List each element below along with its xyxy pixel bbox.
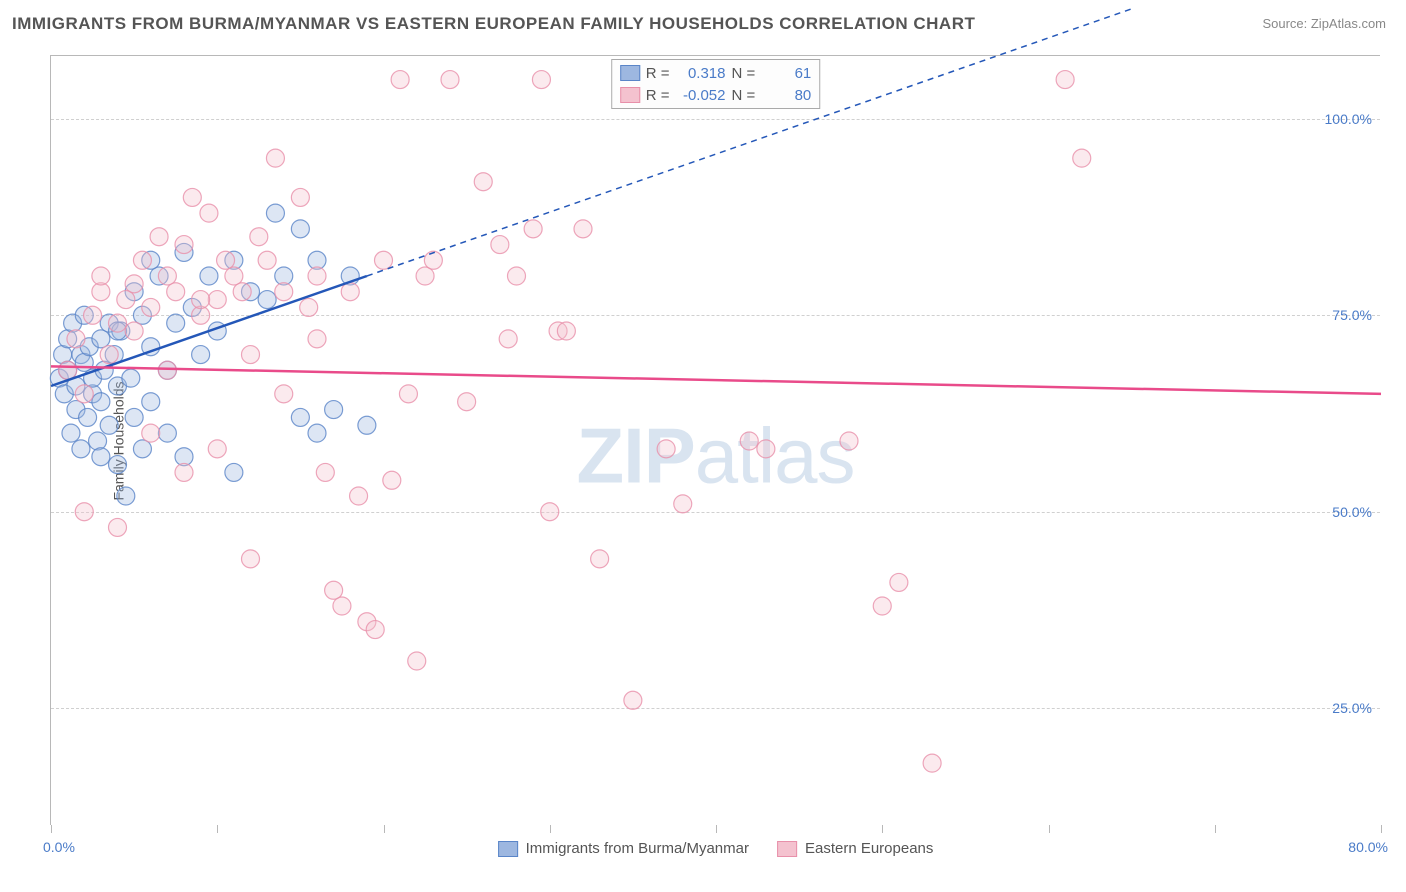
chart-title: IMMIGRANTS FROM BURMA/MYANMAR VS EASTERN… — [12, 14, 975, 33]
swatch-icon — [620, 87, 640, 103]
x-max-label: 80.0% — [1348, 839, 1388, 855]
x-min-label: 0.0% — [43, 839, 75, 855]
bottom-legend: Immigrants from Burma/Myanmar Eastern Eu… — [498, 840, 934, 857]
legend-item-eeuro: Eastern Europeans — [777, 840, 933, 857]
stats-row-eeuro: R = -0.052 N = 80 — [620, 84, 812, 106]
stats-row-burma: R = 0.318 N = 61 — [620, 62, 812, 84]
scatter-plot — [51, 56, 1380, 825]
stats-legend-box: R = 0.318 N = 61 R = -0.052 N = 80 — [611, 59, 821, 109]
swatch-icon — [498, 841, 518, 857]
chart-area: Family Households ZIPatlas 25.0%50.0%75.… — [50, 55, 1380, 825]
legend-item-burma: Immigrants from Burma/Myanmar — [498, 840, 749, 857]
swatch-icon — [620, 65, 640, 81]
source-label: Source: ZipAtlas.com — [1262, 16, 1386, 31]
swatch-icon — [777, 841, 797, 857]
